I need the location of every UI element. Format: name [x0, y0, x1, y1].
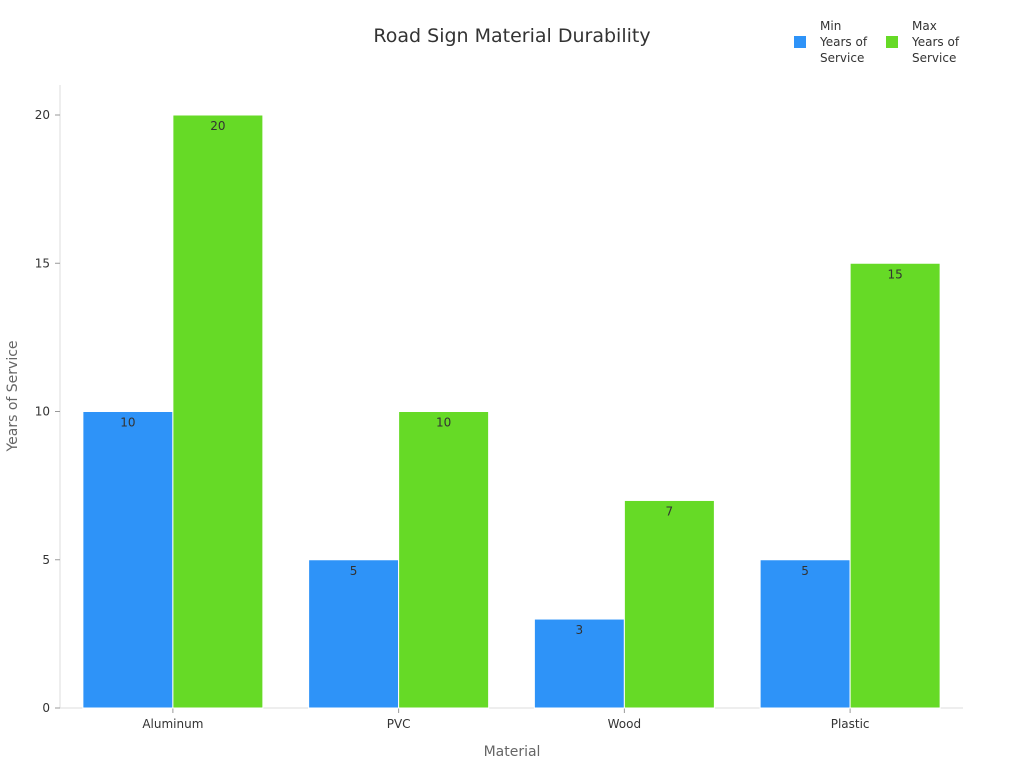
x-tick-label: Wood [608, 717, 641, 731]
data-label: 15 [887, 267, 902, 281]
data-label: 7 [666, 504, 674, 518]
y-tick-label: 15 [35, 256, 50, 270]
legend-swatch [886, 36, 898, 48]
chart-title: Road Sign Material Durability [373, 25, 650, 47]
legend-swatch [794, 36, 806, 48]
x-tick-label: Plastic [831, 717, 870, 731]
data-label: 5 [350, 564, 358, 578]
x-tick-label: Aluminum [142, 717, 203, 731]
y-tick-label: 20 [35, 108, 50, 122]
bar [398, 411, 490, 709]
y-tick-label: 5 [42, 553, 50, 567]
x-axis-label: Material [484, 744, 541, 760]
bar [308, 559, 400, 709]
y-axis-label: Years of Service [5, 340, 21, 452]
bar [623, 499, 715, 709]
y-tick-label: 0 [42, 701, 50, 715]
data-label: 5 [801, 564, 809, 578]
bar [849, 262, 941, 709]
bar [759, 559, 851, 709]
data-label: 10 [436, 416, 451, 430]
x-tick-label: PVC [387, 717, 411, 731]
bar [82, 411, 174, 709]
y-tick-label: 10 [35, 405, 50, 419]
legend-label: Min Years of Service [819, 19, 868, 65]
data-label: 10 [120, 416, 135, 430]
data-label: 20 [210, 119, 225, 133]
data-label: 3 [576, 623, 584, 637]
legend: Min Years of Service Max Years of Service [794, 19, 960, 65]
bar [172, 114, 264, 709]
legend-label: Max Years of Service [911, 19, 960, 65]
